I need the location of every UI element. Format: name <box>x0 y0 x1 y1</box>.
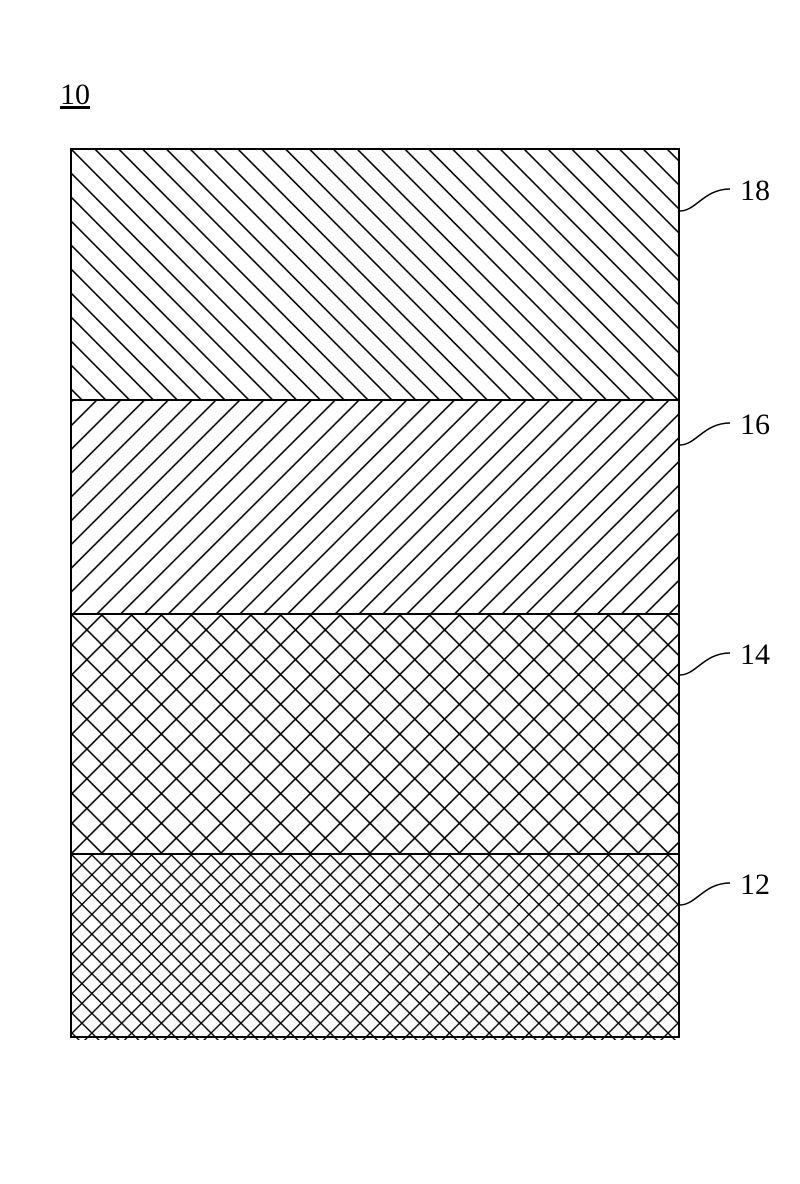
callout-label-12: 12 <box>740 868 770 902</box>
callout-label-16: 16 <box>740 408 770 442</box>
layer-16 <box>72 399 678 613</box>
layer-12 <box>72 853 678 1040</box>
layer-stack <box>70 148 680 1038</box>
leader-14 <box>680 650 740 680</box>
callout-label-14: 14 <box>740 638 770 672</box>
figure-number-label: 10 <box>60 78 90 112</box>
leader-12 <box>680 880 740 910</box>
callout-label-18: 18 <box>740 174 770 208</box>
figure-canvas: 10 18 16 14 12 <box>0 0 800 1184</box>
leader-18 <box>680 186 740 216</box>
layer-18 <box>72 150 678 399</box>
leader-16 <box>680 420 740 450</box>
layer-14 <box>72 613 678 853</box>
